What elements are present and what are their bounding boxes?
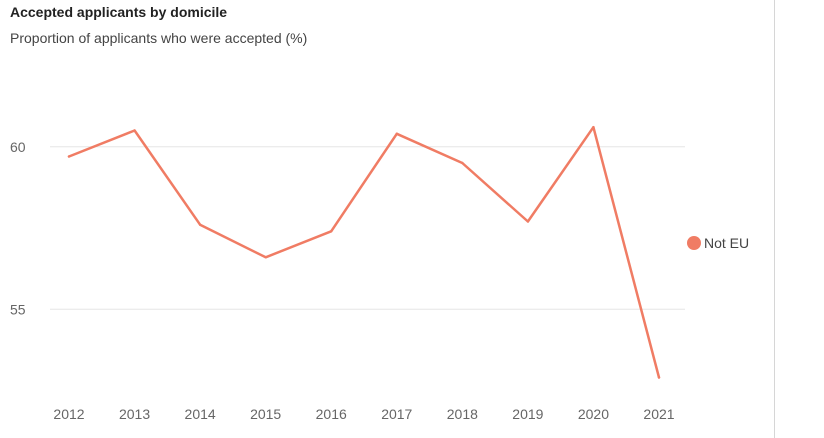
chart-subtitle: Proportion of applicants who were accept…: [10, 30, 308, 46]
chart-title: Accepted applicants by domicile: [10, 4, 228, 20]
data-point: [592, 126, 595, 129]
data-point: [330, 230, 333, 233]
legend-label: Not EU: [704, 235, 749, 251]
legend: Not EU: [687, 235, 749, 251]
y-tick-label: 55: [10, 301, 26, 317]
legend-marker: [687, 236, 701, 250]
x-tick-label: 2014: [185, 406, 216, 422]
panel-divider: [774, 0, 775, 438]
gridlines: [50, 146, 685, 310]
data-point: [395, 132, 398, 135]
x-tick-label: 2015: [250, 406, 281, 422]
data-point: [657, 376, 661, 379]
x-tick-label: 2016: [316, 406, 347, 422]
x-tick-label: 2013: [119, 406, 150, 422]
series-lines: [67, 125, 661, 379]
x-tick-label: 2012: [53, 406, 84, 422]
x-tick-label: 2017: [381, 406, 412, 422]
x-tick-label: 2019: [512, 406, 543, 422]
y-tick-label: 60: [10, 139, 26, 155]
series-line-not-eu: [67, 125, 661, 379]
data-point: [264, 256, 267, 259]
data-point: [133, 129, 136, 132]
x-tick-label: 2021: [643, 406, 674, 422]
data-point: [526, 220, 530, 223]
x-tick-label: 2018: [447, 406, 478, 422]
x-tick-label: 2020: [578, 406, 609, 422]
data-point: [198, 223, 202, 226]
y-axis-tick-labels: 55 60: [10, 139, 26, 318]
x-axis-tick-labels: 2012 2013 2014 2015 2016 2017 2018 2019 2020 2021: [53, 406, 674, 422]
data-point: [67, 155, 71, 158]
data-point: [461, 161, 464, 165]
